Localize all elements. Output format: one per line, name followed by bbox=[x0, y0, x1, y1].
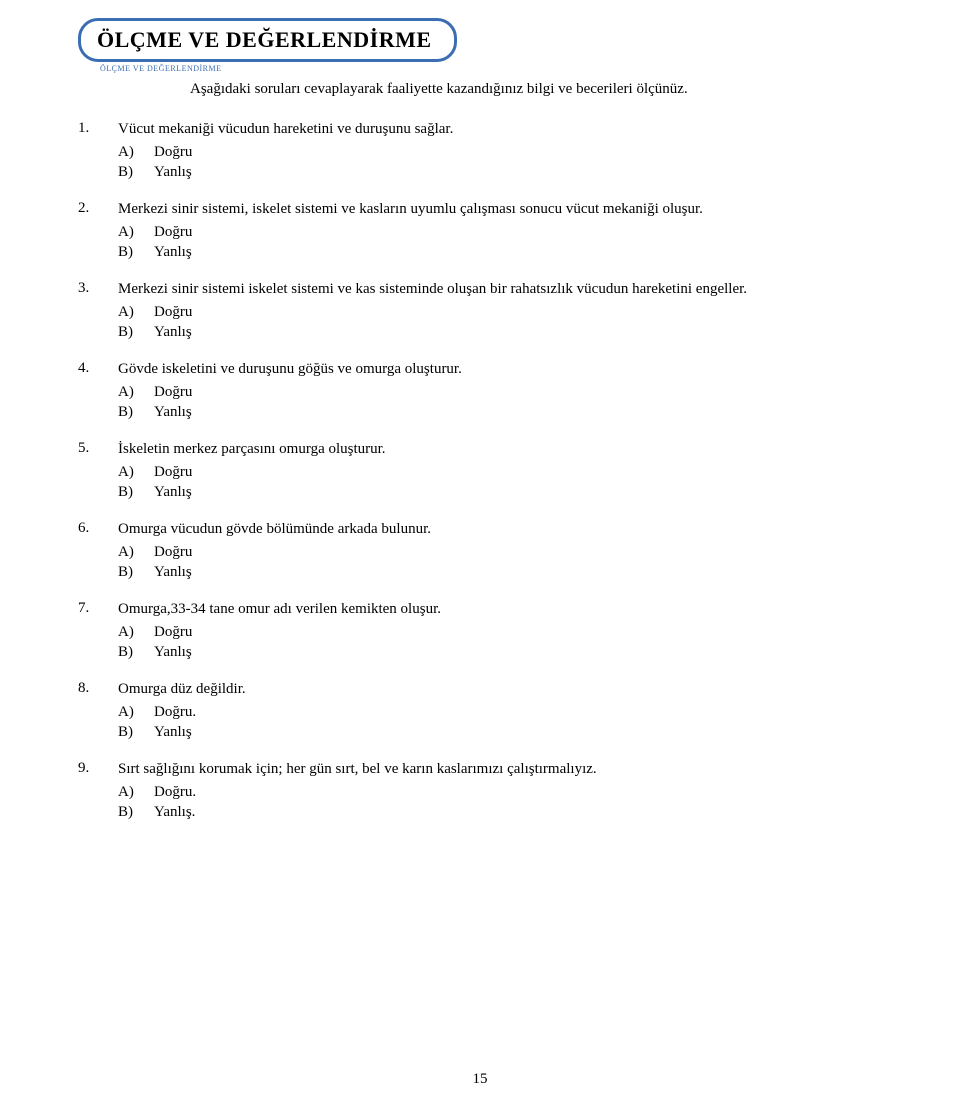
option-label: Doğru bbox=[154, 542, 192, 562]
option-label: Yanlış bbox=[154, 722, 192, 742]
option[interactable]: B) Yanlış bbox=[118, 402, 858, 422]
options: A) Doğru B) Yanlış bbox=[118, 222, 858, 263]
question-item: 6. Omurga vücudun gövde bölümünde arkada… bbox=[78, 520, 858, 582]
option[interactable]: B) Yanlış. bbox=[118, 802, 858, 822]
question-number: 9. bbox=[78, 760, 118, 777]
option-label: Doğru. bbox=[154, 782, 196, 802]
question-number: 8. bbox=[78, 680, 118, 697]
option[interactable]: A) Doğru bbox=[118, 142, 858, 162]
question-number: 1. bbox=[78, 120, 118, 137]
options: A) Doğru B) Yanlış bbox=[118, 622, 858, 663]
question-item: 2. Merkezi sinir sistemi, iskelet sistem… bbox=[78, 200, 858, 262]
option[interactable]: A) Doğru. bbox=[118, 782, 858, 802]
question-number: 6. bbox=[78, 520, 118, 537]
question-number: 7. bbox=[78, 600, 118, 617]
intro-text: Aşağıdaki soruları cevaplayarak faaliyet… bbox=[190, 80, 870, 99]
option-label: Yanlış bbox=[154, 642, 192, 662]
question-text: Omurga vücudun gövde bölümünde arkada bu… bbox=[118, 520, 431, 540]
option-letter: A) bbox=[118, 622, 154, 642]
option-label: Doğru bbox=[154, 382, 192, 402]
options: A) Doğru B) Yanlış bbox=[118, 382, 858, 423]
question-item: 8. Omurga düz değildir. A) Doğru. B) Yan… bbox=[78, 680, 858, 742]
option[interactable]: B) Yanlış bbox=[118, 562, 858, 582]
page-number: 15 bbox=[0, 1071, 960, 1088]
option-letter: A) bbox=[118, 382, 154, 402]
option-letter: B) bbox=[118, 402, 154, 422]
question-item: 4. Gövde iskeletini ve duruşunu göğüs ve… bbox=[78, 360, 858, 422]
option[interactable]: A) Doğru bbox=[118, 302, 858, 322]
option-letter: B) bbox=[118, 162, 154, 182]
question-text: Omurga,33-34 tane omur adı verilen kemik… bbox=[118, 600, 441, 620]
option-letter: B) bbox=[118, 642, 154, 662]
option-letter: B) bbox=[118, 482, 154, 502]
option-label: Yanlış bbox=[154, 562, 192, 582]
option-letter: A) bbox=[118, 222, 154, 242]
question-number: 3. bbox=[78, 280, 118, 297]
option-letter: B) bbox=[118, 322, 154, 342]
option-label: Yanlış bbox=[154, 482, 192, 502]
option-label: Doğru bbox=[154, 142, 192, 162]
option[interactable]: B) Yanlış bbox=[118, 642, 858, 662]
options: A) Doğru B) Yanlış bbox=[118, 542, 858, 583]
option-label: Yanlış bbox=[154, 162, 192, 182]
option[interactable]: B) Yanlış bbox=[118, 722, 858, 742]
question-item: 5. İskeletin merkez parçasını omurga olu… bbox=[78, 440, 858, 502]
header-subtitle: ÖLÇME VE DEĞERLENDİRME bbox=[100, 64, 222, 73]
option[interactable]: A) Doğru bbox=[118, 542, 858, 562]
question-text: İskeletin merkez parçasını omurga oluştu… bbox=[118, 440, 386, 460]
option-label: Yanlış bbox=[154, 242, 192, 262]
question-item: 7. Omurga,33-34 tane omur adı verilen ke… bbox=[78, 600, 858, 662]
page: ÖLÇME VE DEĞERLENDİRME ÖLÇME VE DEĞERLEN… bbox=[0, 0, 960, 1106]
option-letter: B) bbox=[118, 722, 154, 742]
options: A) Doğru B) Yanlış bbox=[118, 302, 858, 343]
option-letter: A) bbox=[118, 542, 154, 562]
question-text: Omurga düz değildir. bbox=[118, 680, 246, 700]
question-number: 4. bbox=[78, 360, 118, 377]
option[interactable]: B) Yanlış bbox=[118, 322, 858, 342]
question-text: Merkezi sinir sistemi, iskelet sistemi v… bbox=[118, 200, 703, 220]
option-letter: B) bbox=[118, 242, 154, 262]
option[interactable]: A) Doğru bbox=[118, 622, 858, 642]
option-letter: A) bbox=[118, 702, 154, 722]
option-letter: A) bbox=[118, 462, 154, 482]
option-label: Yanlış. bbox=[154, 802, 195, 822]
option-label: Doğru. bbox=[154, 702, 196, 722]
question-text: Sırt sağlığını korumak için; her gün sır… bbox=[118, 760, 597, 780]
option-letter: B) bbox=[118, 802, 154, 822]
questions-list: 1. Vücut mekaniği vücudun hareketini ve … bbox=[78, 120, 858, 840]
option-label: Doğru bbox=[154, 462, 192, 482]
question-text: Vücut mekaniği vücudun hareketini ve dur… bbox=[118, 120, 453, 140]
option[interactable]: A) Doğru bbox=[118, 462, 858, 482]
option[interactable]: A) Doğru bbox=[118, 382, 858, 402]
option-label: Doğru bbox=[154, 222, 192, 242]
header-box: ÖLÇME VE DEĞERLENDİRME bbox=[78, 18, 457, 62]
question-number: 5. bbox=[78, 440, 118, 457]
option[interactable]: B) Yanlış bbox=[118, 162, 858, 182]
question-item: 1. Vücut mekaniği vücudun hareketini ve … bbox=[78, 120, 858, 182]
options: A) Doğru B) Yanlış bbox=[118, 142, 858, 183]
question-text: Gövde iskeletini ve duruşunu göğüs ve om… bbox=[118, 360, 462, 380]
option-letter: A) bbox=[118, 302, 154, 322]
option[interactable]: A) Doğru. bbox=[118, 702, 858, 722]
question-text: Merkezi sinir sistemi iskelet sistemi ve… bbox=[118, 280, 747, 300]
option[interactable]: B) Yanlış bbox=[118, 482, 858, 502]
question-number: 2. bbox=[78, 200, 118, 217]
options: A) Doğru. B) Yanlış. bbox=[118, 782, 858, 823]
option-letter: A) bbox=[118, 142, 154, 162]
option-letter: B) bbox=[118, 562, 154, 582]
option-label: Doğru bbox=[154, 622, 192, 642]
option[interactable]: A) Doğru bbox=[118, 222, 858, 242]
page-title: ÖLÇME VE DEĞERLENDİRME bbox=[97, 27, 432, 53]
option-label: Doğru bbox=[154, 302, 192, 322]
option-label: Yanlış bbox=[154, 322, 192, 342]
question-item: 9. Sırt sağlığını korumak için; her gün … bbox=[78, 760, 858, 822]
option[interactable]: B) Yanlış bbox=[118, 242, 858, 262]
question-item: 3. Merkezi sinir sistemi iskelet sistemi… bbox=[78, 280, 858, 342]
options: A) Doğru B) Yanlış bbox=[118, 462, 858, 503]
option-label: Yanlış bbox=[154, 402, 192, 422]
options: A) Doğru. B) Yanlış bbox=[118, 702, 858, 743]
option-letter: A) bbox=[118, 782, 154, 802]
